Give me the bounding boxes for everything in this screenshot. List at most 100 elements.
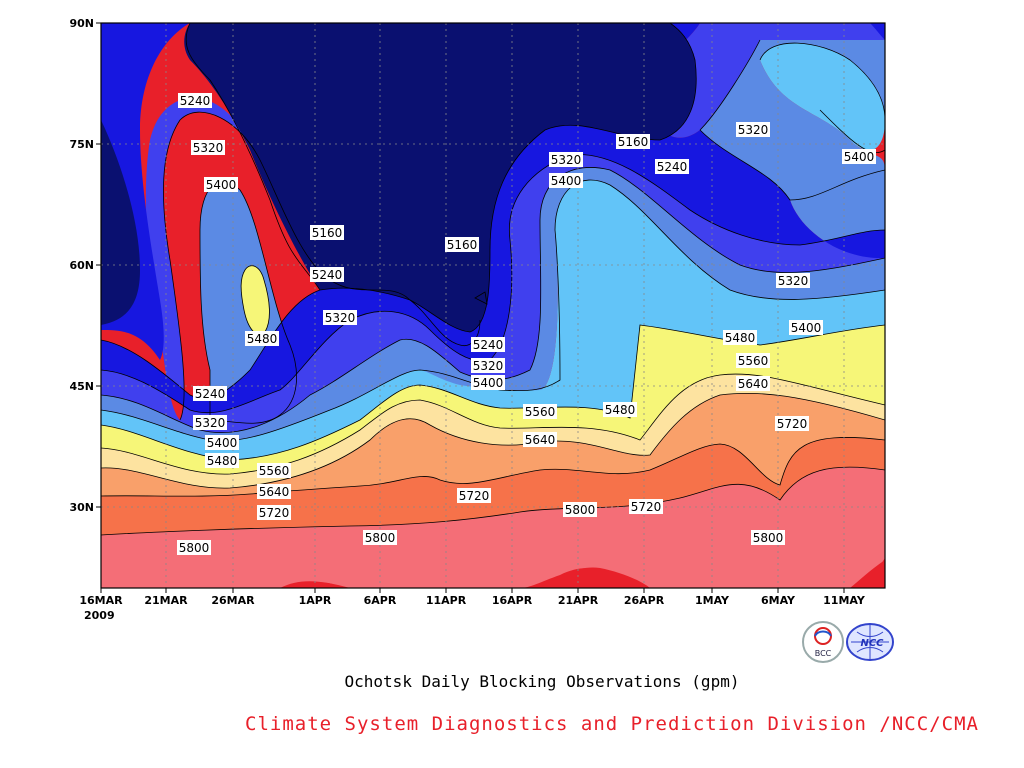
x-tick-label: 16APR: [492, 594, 533, 607]
band-5160: [101, 23, 885, 413]
contour-5800: [101, 466, 885, 536]
contour-5320: [101, 167, 885, 434]
x-tick-label: 11MAY: [823, 594, 866, 607]
contour-label: 5480: [605, 403, 636, 417]
y-tick-label: 45N: [69, 380, 94, 393]
x-tick-label: 16MAR: [79, 594, 123, 607]
contour-label-box: [549, 173, 583, 188]
contour-label: 5400: [791, 321, 822, 335]
x-tick-label: 26APR: [624, 594, 665, 607]
contour-label: 5720: [631, 500, 662, 514]
x-tick-label: 1APR: [299, 594, 332, 607]
x-tick-label: 21APR: [558, 594, 599, 607]
contour-label: 5240: [312, 268, 343, 282]
contour-label-box: [310, 225, 344, 240]
contour-label-box: [457, 488, 491, 503]
contour-label-box: [655, 159, 689, 174]
contour-label: 5560: [525, 405, 556, 419]
contour-label-box: [204, 177, 238, 192]
y-tick-label: 60N: [69, 259, 94, 272]
contour-label: 5640: [525, 433, 556, 447]
contour-label-box: [245, 331, 279, 346]
contour-label: 5720: [777, 417, 808, 431]
contour-label: 5480: [207, 454, 238, 468]
x-tick-label: 26MAR: [211, 594, 255, 607]
contour-label-box: [842, 149, 876, 164]
contour-label-box: [257, 505, 291, 520]
contour-label-box: [629, 499, 663, 514]
contour-label-box: [523, 404, 557, 419]
x-axis: 16MAR 21MAR 26MAR 1APR 6APR 11APR 16APR 21APR 26…: [79, 588, 866, 607]
contour-label-box: [563, 502, 597, 517]
contour-label-box: [193, 386, 227, 401]
contour-label-box: [736, 376, 770, 391]
patch-5880-c: [870, 558, 885, 588]
contour-label: 5160: [312, 226, 343, 240]
patch-5880-b: [310, 582, 340, 588]
credit-line: Climate System Diagnostics and Predictio…: [245, 713, 979, 735]
contour-label: 5160: [447, 238, 478, 252]
contour-label-box: [177, 540, 211, 555]
x-tick-label: 6MAY: [761, 594, 796, 607]
contour-label-box: [523, 432, 557, 447]
contour-label: 5400: [207, 436, 238, 450]
band-5560: [101, 374, 885, 489]
contour-label: 5160: [618, 135, 649, 149]
contour-5240-w: [163, 111, 481, 421]
contour-label: 5720: [259, 506, 290, 520]
contour-label: 5320: [195, 416, 226, 430]
contour-label: 5400: [473, 376, 504, 390]
contour-label-box: [471, 358, 505, 373]
band-5320: [101, 40, 885, 441]
contour-label-box: [616, 134, 650, 149]
contour-label-box: [471, 375, 505, 390]
contour-label-box: [736, 122, 770, 137]
contour-label-box: [363, 530, 397, 545]
x-tick-label: 11APR: [426, 594, 467, 607]
contour-5080-blob: [474, 291, 488, 305]
contour-label: 5800: [179, 541, 210, 555]
contour-label: 5320: [473, 359, 504, 373]
contour-label: 5400: [844, 150, 875, 164]
contour-label-box: [723, 330, 757, 345]
contour-5320-ne: [699, 39, 885, 201]
ncc-logo: NCC: [846, 623, 894, 661]
svg-text:NCC: NCC: [860, 638, 884, 649]
y-tick-label: 90N: [69, 17, 94, 30]
x-tick-label: 21MAR: [144, 594, 188, 607]
band-5240: [101, 23, 885, 433]
band-5800: [101, 467, 885, 588]
svg-text:BCC: BCC: [815, 649, 832, 658]
contour-label: 5240: [473, 338, 504, 352]
contour-label-box: [603, 402, 637, 417]
chart-title: Ochotsk Daily Blocking Observations (gpm…: [344, 672, 740, 691]
contour-label: 5640: [259, 485, 290, 499]
contour-label: 5720: [459, 489, 490, 503]
contour-5400-loop: [199, 180, 297, 424]
x-tick-label: 6APR: [364, 594, 397, 607]
contour-label-box: [776, 273, 810, 288]
contour-label: 5320: [325, 311, 356, 325]
x-tick-label: 1MAY: [695, 594, 730, 607]
patch-5880-a: [540, 567, 650, 588]
contour-5160-w: [185, 23, 321, 291]
contour-label-box: [257, 463, 291, 478]
contour-fills: [101, 23, 885, 588]
contour-label-box: [751, 530, 785, 545]
contour-label-box: [789, 320, 823, 335]
x-axis-year: 2009: [84, 609, 115, 622]
contour-label: 5800: [753, 531, 784, 545]
contour-label: 5320: [193, 141, 224, 155]
contour-label-box: [191, 140, 225, 155]
contour-label-box: [775, 416, 809, 431]
contour-label: 5480: [247, 332, 278, 346]
contour-label-box: [471, 337, 505, 352]
contour-label: 5320: [778, 274, 809, 288]
contour-label-box: [310, 267, 344, 282]
contour-label: 5240: [657, 160, 688, 174]
contour-label: 5400: [206, 178, 237, 192]
contour-label: 5400: [551, 174, 582, 188]
contour-label: 5320: [738, 123, 769, 137]
contour-label-box: [549, 152, 583, 167]
